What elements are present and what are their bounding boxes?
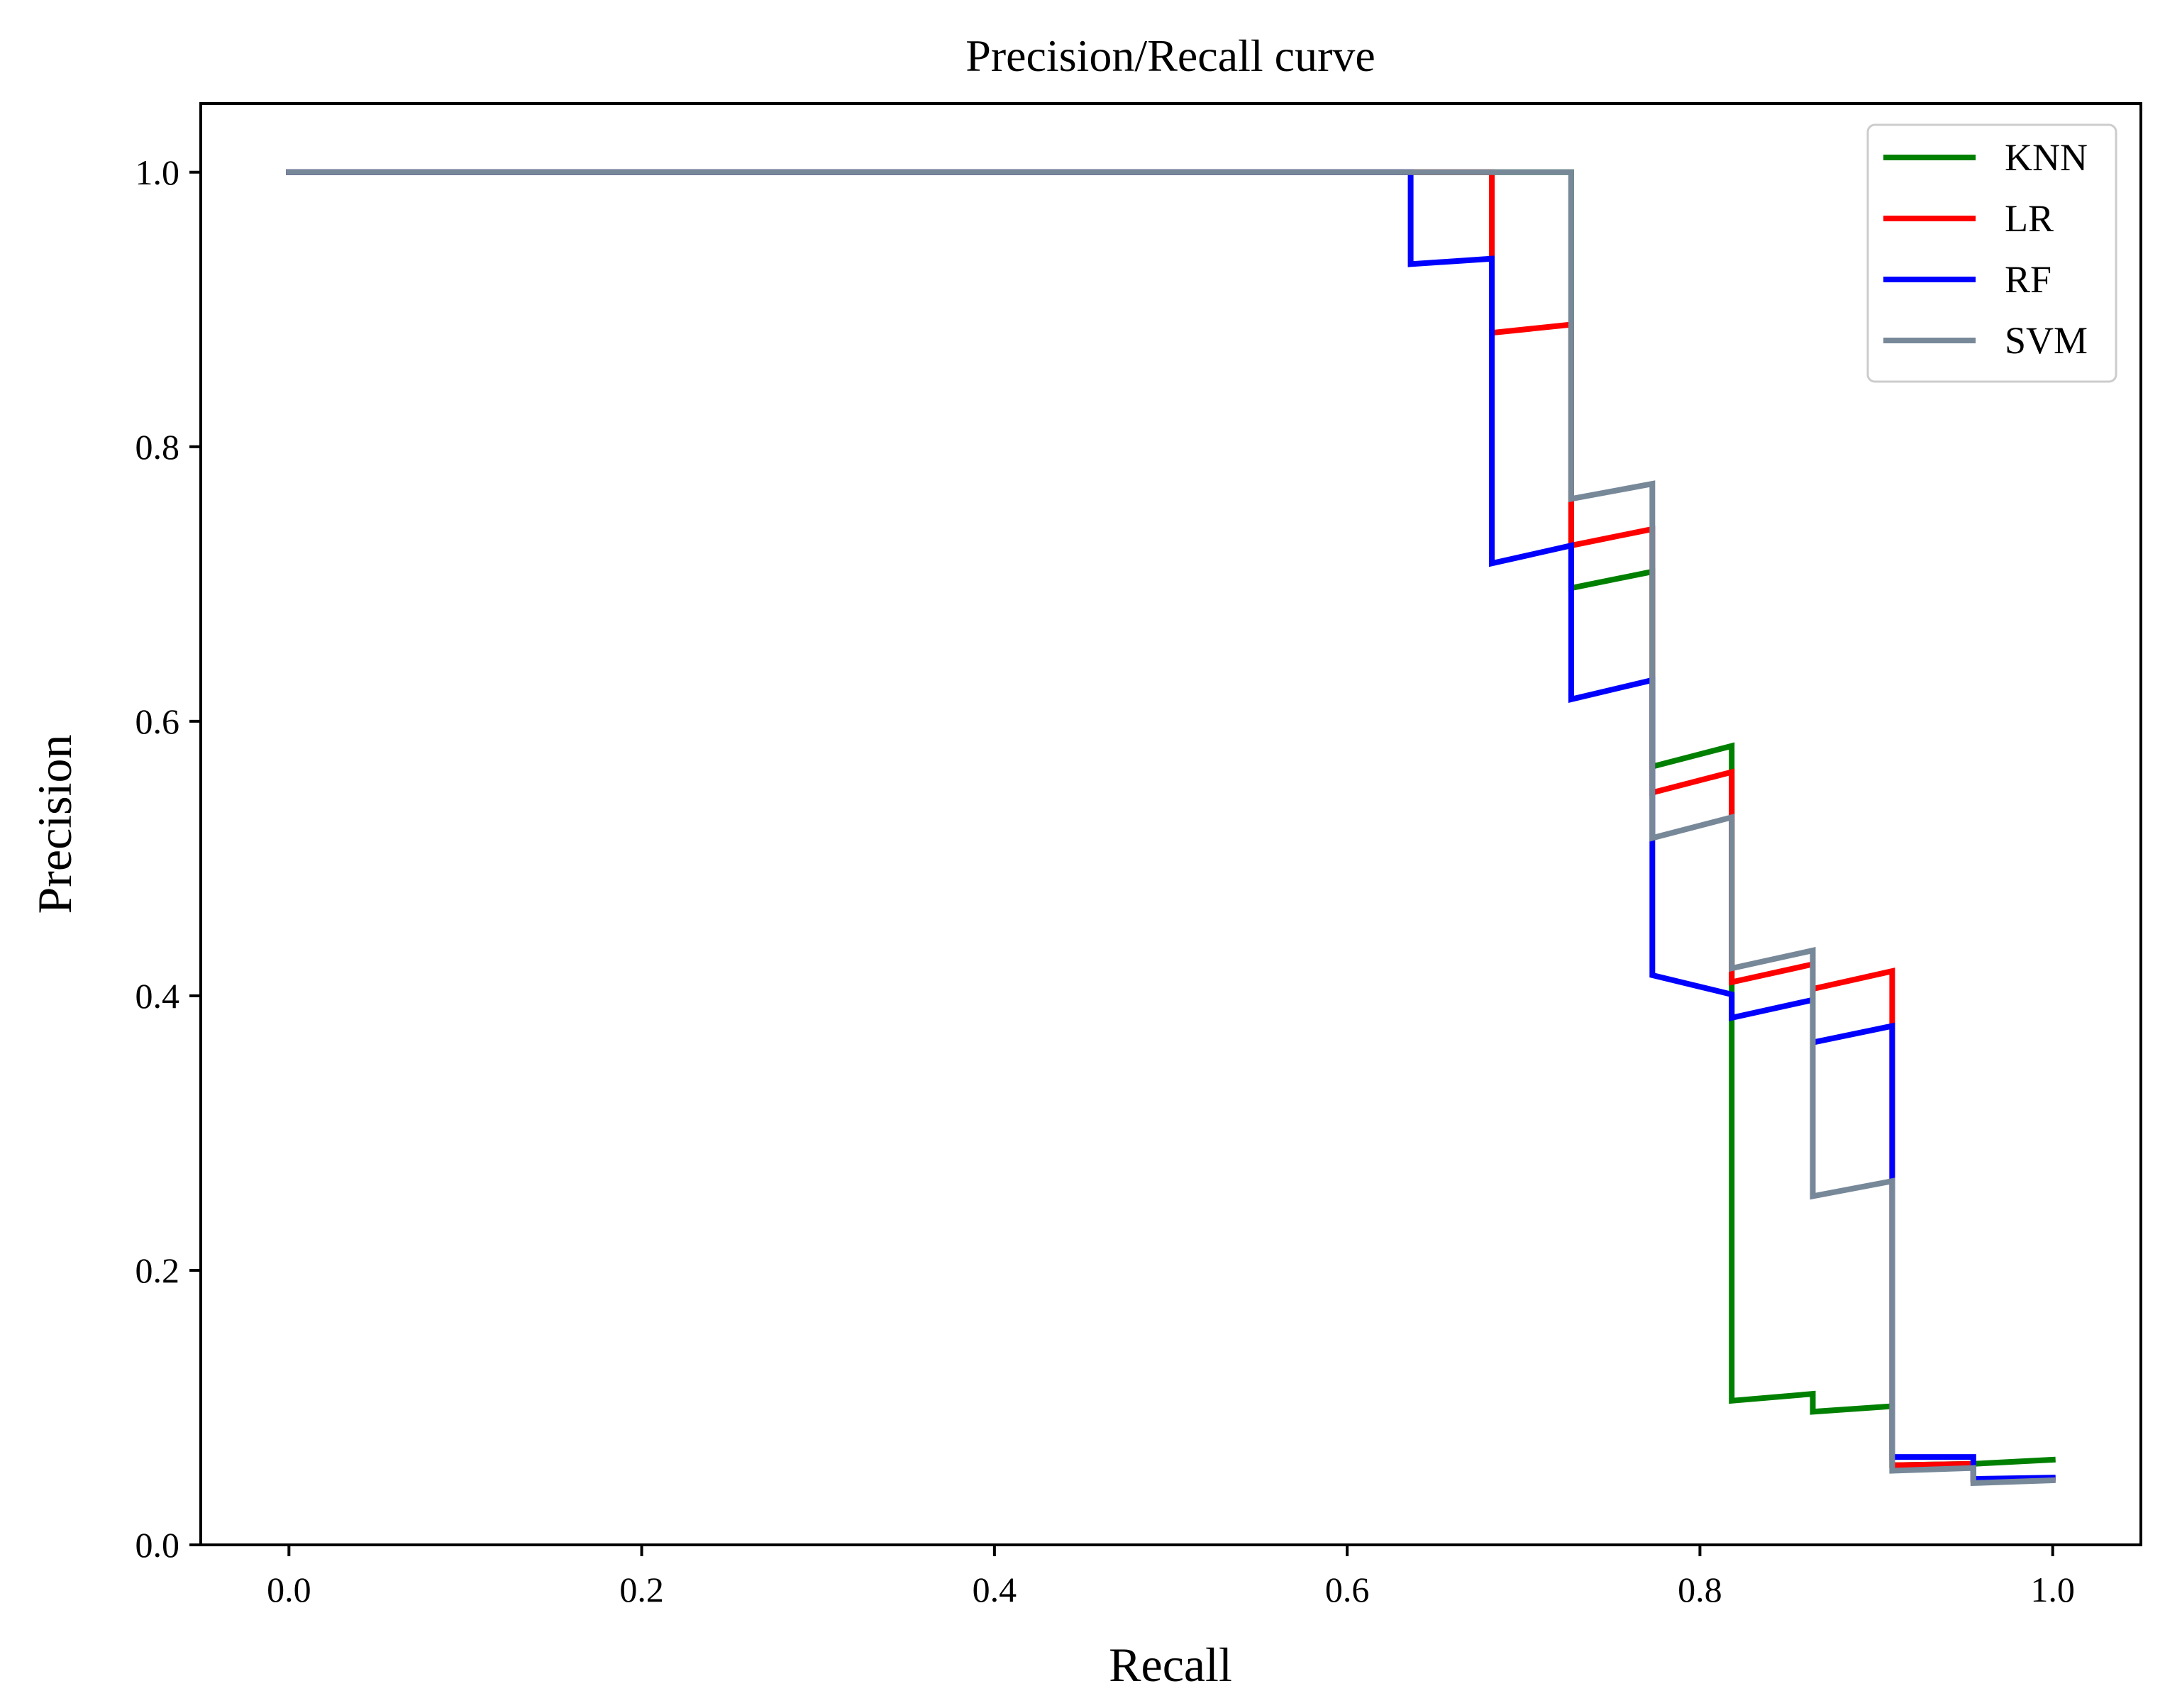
x-tick-label: 0.0 xyxy=(267,1570,311,1609)
x-axis-label: Recall xyxy=(1109,1638,1232,1692)
y-tick-label: 0.2 xyxy=(135,1250,180,1290)
legend-label-knn: KNN xyxy=(2005,136,2088,179)
legend: KNN LR RF SVM xyxy=(1866,123,2117,383)
x-tick-label: 0.8 xyxy=(1678,1570,1722,1609)
legend-label-rf: RF xyxy=(2005,258,2052,301)
chart-title: Precision/Recall curve xyxy=(965,30,1375,81)
x-tick-label: 1.0 xyxy=(2030,1570,2075,1609)
y-tick-label: 0.6 xyxy=(135,702,180,741)
y-tick-label: 0.0 xyxy=(135,1525,180,1565)
y-axis-label: Precision xyxy=(28,734,82,914)
x-axis-ticks: 0.0 0.2 0.4 0.6 0.8 1.0 xyxy=(267,1545,2075,1609)
series-group xyxy=(286,169,2056,1487)
series-line-svm xyxy=(286,169,2056,1487)
x-tick-label: 0.2 xyxy=(619,1570,664,1609)
y-tick-label: 0.4 xyxy=(135,976,180,1016)
x-tick-label: 0.6 xyxy=(1325,1570,1370,1609)
series-line-rf xyxy=(286,169,2056,1482)
y-tick-label: 1.0 xyxy=(135,152,180,192)
legend-label-svm: SVM xyxy=(2005,319,2088,362)
legend-box xyxy=(1866,123,2117,383)
y-tick-label: 0.8 xyxy=(135,427,180,467)
plot-area-frame xyxy=(199,102,2142,1546)
y-axis-ticks: 0.0 0.2 0.4 0.6 0.8 1.0 xyxy=(135,152,201,1565)
x-tick-label: 0.4 xyxy=(973,1570,1017,1609)
legend-label-lr: LR xyxy=(2005,197,2054,240)
